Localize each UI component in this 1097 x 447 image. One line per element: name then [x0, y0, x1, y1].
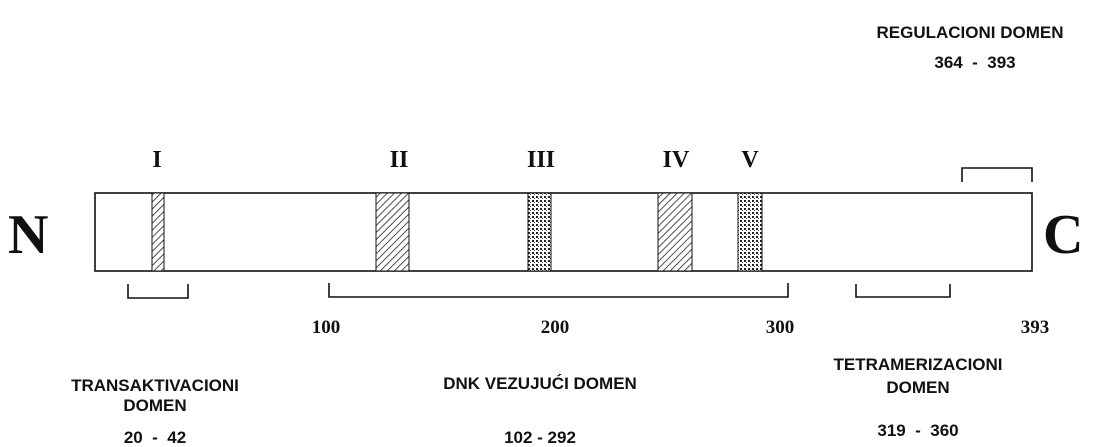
region-label: IV: [663, 147, 690, 173]
bracket: [328, 283, 789, 298]
region-box: [375, 192, 410, 272]
scale-label: 300: [766, 317, 795, 338]
domain-range: 20 - 42: [124, 428, 186, 447]
region-label: V: [741, 147, 759, 173]
domain-name: TETRAMERIZACIONI: [833, 355, 1002, 374]
region-label: III: [527, 147, 555, 173]
bracket: [855, 284, 951, 298]
region-box: [737, 192, 763, 272]
domain-name: DOMEN: [886, 378, 949, 397]
region-box: [657, 192, 693, 272]
c-terminus: C: [1043, 204, 1083, 266]
scale-label: 393: [1021, 317, 1050, 338]
region-box: [151, 192, 165, 272]
region-box: [527, 192, 552, 272]
domain-name: REGULACIONI DOMEN: [877, 23, 1064, 42]
bracket: [961, 167, 1033, 182]
domain-range: 319 - 360: [877, 421, 958, 440]
protein-bar: [94, 192, 1033, 272]
region-label: I: [152, 147, 161, 173]
domain-name: DNK VEZUJUĆI DOMEN: [443, 374, 637, 393]
domain-range: 364 - 393: [934, 53, 1015, 72]
scale-label: 200: [541, 317, 570, 338]
n-terminus: N: [8, 204, 48, 266]
domain-name: TRANSAKTIVACIONI: [71, 376, 239, 395]
domain-range: 102 - 292: [504, 428, 576, 447]
scale-label: 100: [312, 317, 341, 338]
region-label: II: [390, 147, 409, 173]
domain-name: DOMEN: [123, 396, 186, 415]
bracket: [127, 284, 189, 299]
